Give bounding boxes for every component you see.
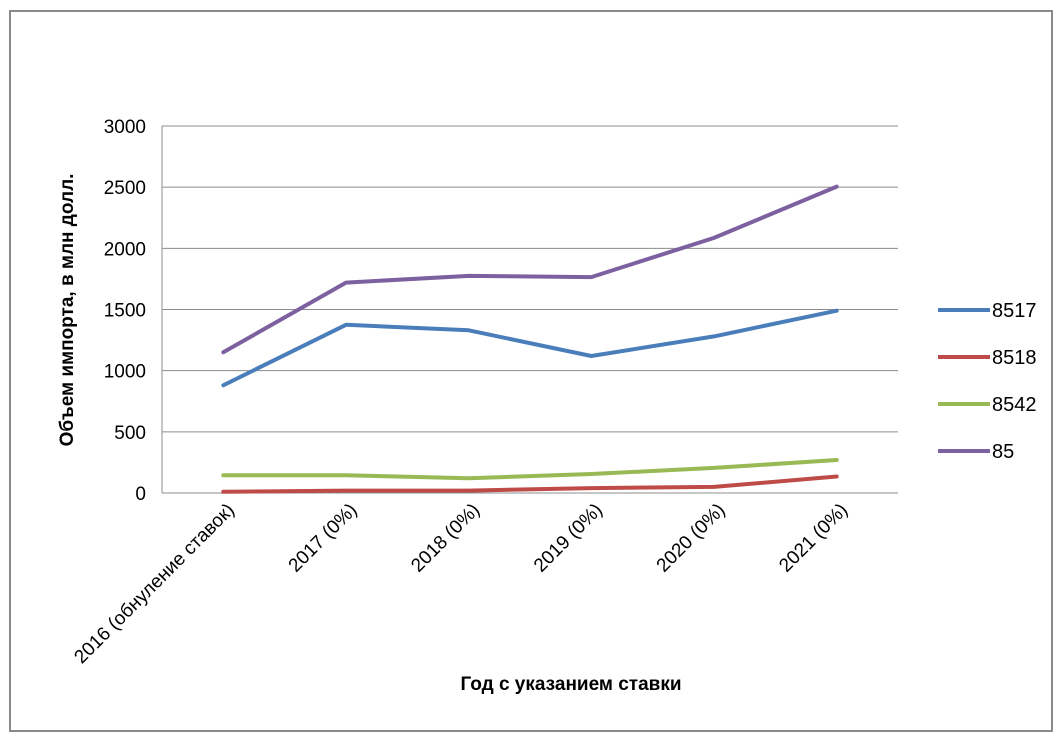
legend-label-85: 85 [992, 441, 1014, 463]
y-tick-label-3000: 3000 [104, 117, 146, 138]
series-line-85 [221, 184, 839, 355]
y-tick-label-2500: 2500 [104, 178, 146, 199]
x-tick-label-2: 2018 (0%) [407, 500, 484, 577]
x-tick-label-3: 2019 (0%) [530, 500, 607, 577]
y-axis-title: Объем импорта, в млн долл. [57, 174, 78, 447]
legend: 8517 8518 8542 85 [938, 300, 1037, 463]
y-tick-label-1500: 1500 [104, 301, 146, 322]
legend-label-8518: 8518 [992, 347, 1037, 369]
y-tick-label-1000: 1000 [104, 362, 146, 383]
series-line-8542 [221, 458, 839, 481]
y-tick-label-2000: 2000 [104, 239, 146, 260]
legend-label-8517: 8517 [992, 300, 1037, 322]
series-lines [221, 184, 839, 494]
y-tick-label-0: 0 [135, 484, 146, 505]
x-tick-label-0: 2016 (обнуление ставок) [70, 500, 238, 668]
x-tick-label-4: 2020 (0%) [653, 500, 730, 577]
legend-label-8542: 8542 [992, 394, 1037, 416]
y-axis-ticks: 0 500 1000 1500 2000 2500 3000 [104, 117, 146, 505]
series-line-8517 [221, 308, 839, 388]
y-tick-label-500: 500 [114, 423, 146, 444]
x-axis-ticks: 2016 (обнуление ставок) 2017 (0%) 2018 (0%… [70, 500, 852, 668]
x-tick-label-5: 2021 (0%) [775, 500, 852, 577]
series-line-8518 [221, 474, 839, 494]
gridlines [161, 125, 898, 494]
x-axis-title: Год с указанием ставки [460, 674, 681, 695]
x-tick-label-1: 2017 (0%) [285, 500, 362, 577]
